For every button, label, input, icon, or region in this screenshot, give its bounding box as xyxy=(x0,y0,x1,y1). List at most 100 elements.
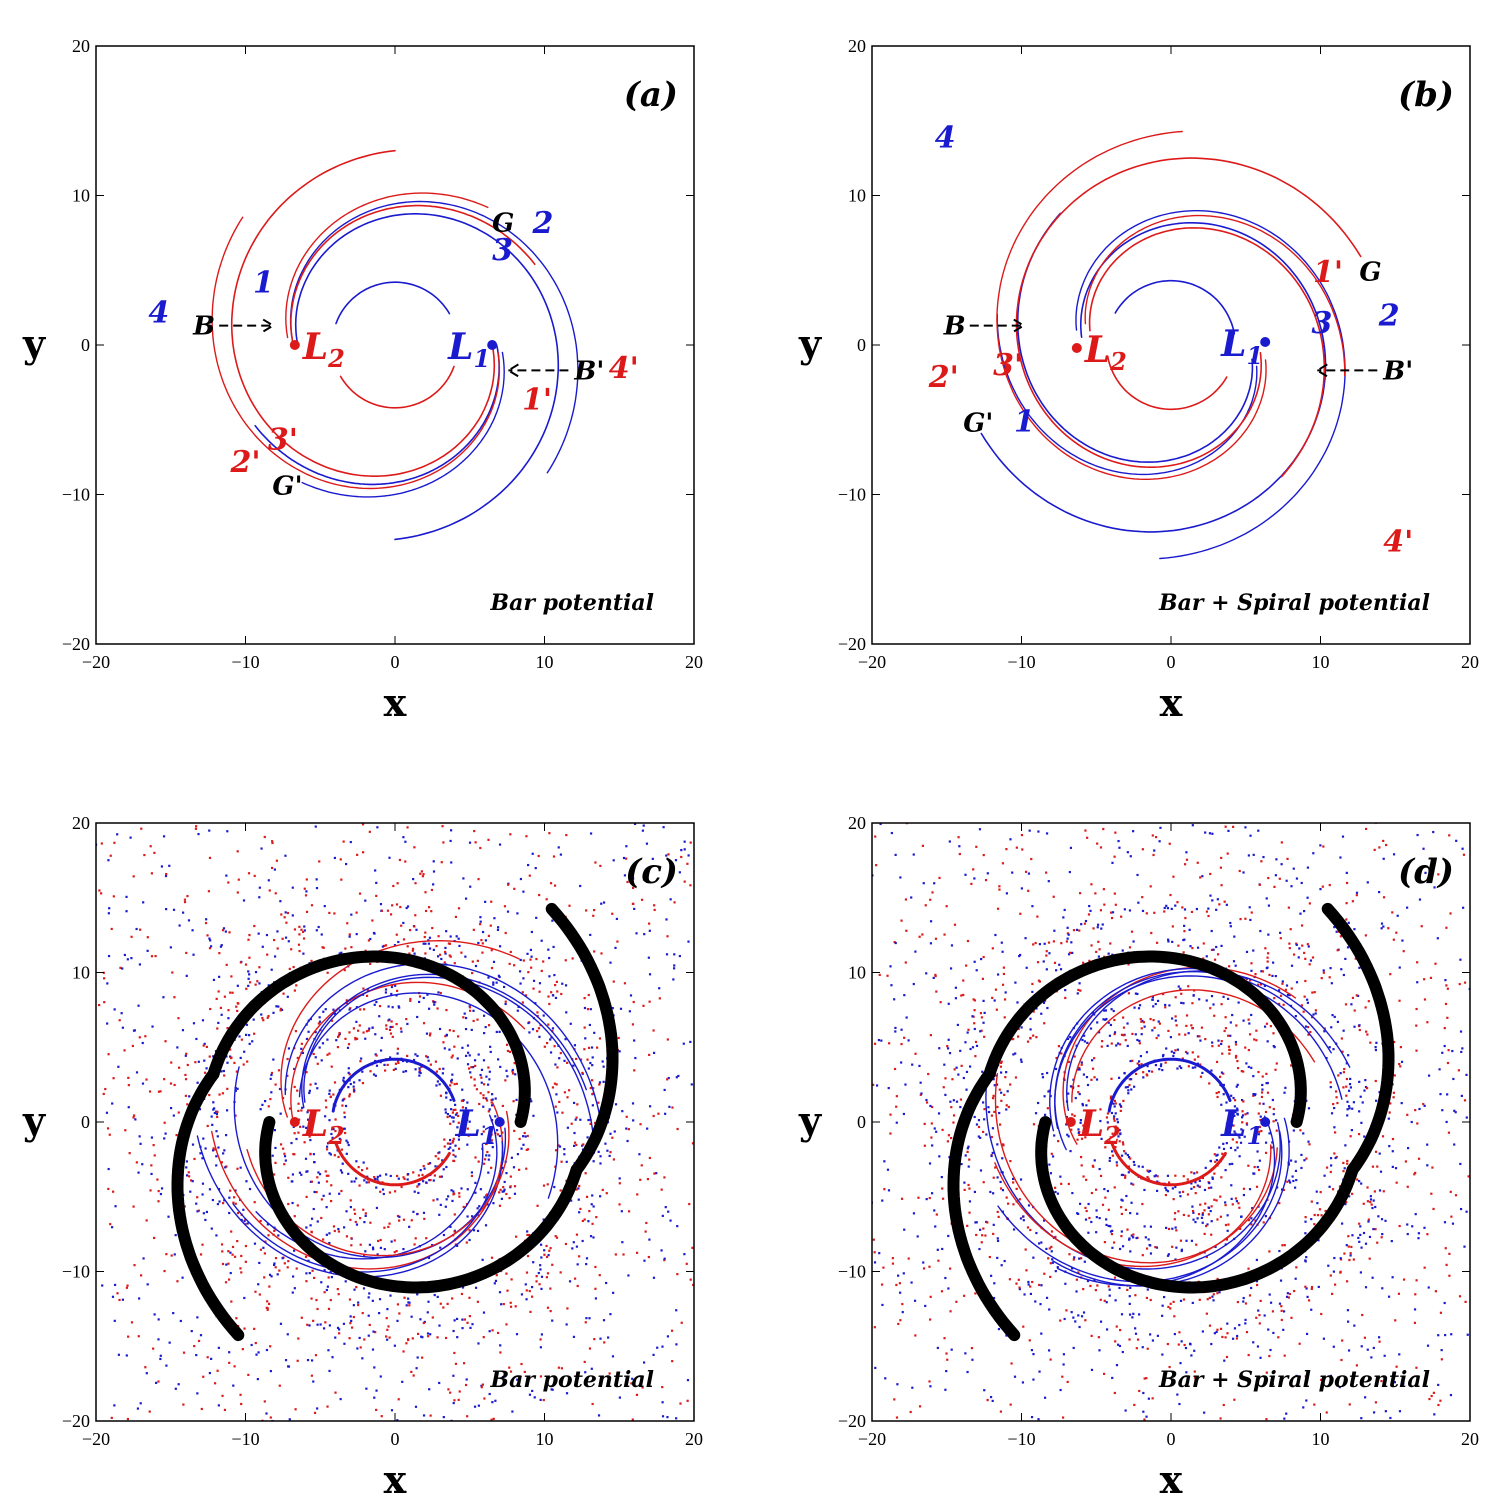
scatter-point xyxy=(365,1181,368,1184)
scatter-point xyxy=(396,1052,399,1055)
scatter-point xyxy=(510,1278,513,1281)
scatter-point xyxy=(328,1192,331,1195)
scatter-point xyxy=(339,1169,343,1172)
scatter-point xyxy=(215,1112,219,1116)
scatter-point xyxy=(247,984,250,987)
scatter-point xyxy=(1392,853,1396,856)
scatter-point xyxy=(513,1129,516,1132)
scatter-point xyxy=(427,1007,431,1010)
scatter-point xyxy=(293,1085,296,1089)
scatter-point xyxy=(449,1146,452,1149)
scatter-point xyxy=(1197,1055,1200,1058)
scatter-point xyxy=(1437,1334,1440,1337)
scatter-point xyxy=(51,1276,53,1278)
scatter-point xyxy=(386,1328,389,1331)
scatter-point xyxy=(881,1303,884,1307)
scatter-point xyxy=(553,973,556,977)
scatter-point xyxy=(410,1315,413,1318)
scatter-point xyxy=(520,743,522,745)
scatter-point xyxy=(303,929,306,932)
scatter-point xyxy=(168,1341,171,1344)
scatter-point xyxy=(490,1133,493,1136)
scatter-point xyxy=(491,1145,494,1149)
scatter-point xyxy=(875,864,878,867)
scatter-point xyxy=(578,1211,581,1214)
scatter-point xyxy=(1248,815,1250,817)
scatter-point xyxy=(215,1164,218,1167)
scatter-point xyxy=(396,791,398,793)
scatter-point xyxy=(305,890,308,893)
scatter-point xyxy=(54,1311,56,1313)
scatter-point xyxy=(269,1077,272,1080)
scatter-point xyxy=(1055,1475,1057,1477)
scatter-point xyxy=(284,854,287,857)
scatter-point xyxy=(433,713,435,715)
scatter-point xyxy=(878,973,881,977)
scatter-point xyxy=(47,1010,49,1012)
scatter-point xyxy=(465,1241,468,1244)
scatter-point xyxy=(102,1092,105,1096)
scatter-point xyxy=(966,939,970,943)
scatter-point xyxy=(312,1319,315,1322)
scatter-point xyxy=(381,945,384,948)
scatter-point xyxy=(164,1132,167,1135)
scatter-point xyxy=(1207,1213,1210,1216)
scatter-point xyxy=(387,1005,390,1008)
scatter-point xyxy=(648,1053,651,1056)
scatter-point xyxy=(449,839,452,843)
scatter-point xyxy=(966,1224,969,1227)
scatter-point xyxy=(170,1254,173,1257)
scatter-point xyxy=(1372,1199,1375,1202)
scatter-point xyxy=(566,795,568,797)
scatter-point xyxy=(345,1139,348,1142)
scatter-point xyxy=(1234,1110,1237,1114)
scatter-point xyxy=(589,814,591,816)
scatter-point xyxy=(1102,1372,1106,1375)
scatter-point xyxy=(1262,855,1265,859)
scatter-point xyxy=(899,1319,902,1322)
scatter-point xyxy=(1045,780,1047,782)
scatter-point xyxy=(538,893,541,897)
scatter-point xyxy=(1254,755,1256,757)
scatter-point xyxy=(452,1329,455,1333)
scatter-point xyxy=(616,777,618,779)
scatter-point xyxy=(903,1036,906,1039)
scatter-point xyxy=(1443,1044,1446,1048)
scatter-point xyxy=(452,1153,455,1156)
scatter-point xyxy=(644,1230,647,1233)
scatter-point xyxy=(437,935,440,938)
scatter-point xyxy=(554,996,558,1000)
scatter-point xyxy=(443,810,445,812)
scatter-point xyxy=(374,869,377,872)
scatter-point xyxy=(1387,1295,1391,1298)
scatter-point xyxy=(936,1248,939,1251)
manifold-label: G' xyxy=(272,472,302,502)
scatter-point xyxy=(1210,1069,1213,1072)
scatter-point xyxy=(575,1143,578,1147)
scatter-point xyxy=(1188,1342,1192,1345)
scatter-point xyxy=(266,1307,269,1310)
scatter-point xyxy=(385,1317,388,1320)
scatter-point xyxy=(362,1008,366,1011)
scatter-point xyxy=(832,1298,834,1300)
scatter-point xyxy=(367,1488,369,1490)
scatter-point xyxy=(149,1189,152,1192)
scatter-point xyxy=(726,1081,728,1083)
scatter-point xyxy=(842,1034,844,1036)
scatter-point xyxy=(663,1423,665,1425)
x-tick-label: −10 xyxy=(1007,652,1035,672)
scatter-point xyxy=(364,1212,367,1215)
scatter-point xyxy=(776,1079,778,1081)
scatter-point xyxy=(1465,1116,1468,1119)
scatter-point xyxy=(931,1144,934,1147)
scatter-point xyxy=(1118,1103,1122,1106)
scatter-point xyxy=(968,1211,971,1214)
scatter-point xyxy=(457,1398,460,1401)
arrow-label: B xyxy=(192,312,215,342)
scatter-point xyxy=(614,946,617,949)
scatter-point xyxy=(454,1471,456,1473)
scatter-point xyxy=(585,1257,589,1260)
scatter-point xyxy=(791,1052,793,1054)
scatter-point xyxy=(226,830,229,833)
scatter-point xyxy=(602,803,604,805)
